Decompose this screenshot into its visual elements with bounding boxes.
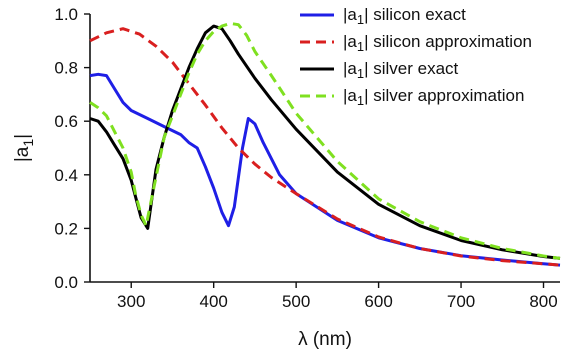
legend: |a1| silicon exact |a1| silicon approxima… [300,5,532,108]
x-tick-label: 700 [447,292,475,311]
x-tick-label: 800 [529,292,557,311]
series-line-2 [89,24,561,260]
x-tick-label: 400 [199,292,227,311]
y-tick-label: 0.4 [54,166,78,185]
legend-label-3: |a1| silver approximation [343,86,524,108]
x-tick-label: 600 [364,292,392,311]
y-tick-label: 0.8 [54,59,78,78]
y-axis-label-main: |a [12,146,33,162]
svg-text:|a1|: |a1| [12,134,36,162]
y-axis-label: |a1| [12,134,36,162]
series-line-3 [89,21,561,260]
axes [89,14,560,283]
x-tick-label: 500 [282,292,310,311]
y-tick-label: 1.0 [54,5,78,24]
series-lines [89,21,561,267]
legend-label-0: |a1| silicon exact [343,5,466,27]
legend-label-1: |a1| silicon approximation [343,32,532,54]
ticks: 300 400 500 600 700 800 0.0 0.2 0.4 0.6 0.8 1.0 [54,5,557,311]
series-line-1 [89,27,561,267]
x-tick-label: 300 [117,292,145,311]
y-axis-label-subscript: 1 [20,139,36,147]
legend-label-2: |a1| silver exact [343,59,459,81]
y-axis-label-end: | [12,134,33,139]
x-axis-label: λ (nm) [298,329,352,350]
y-tick-label: 0.6 [54,112,78,131]
y-tick-label: 0.2 [54,219,78,238]
y-tick-label: 0.0 [54,273,78,292]
